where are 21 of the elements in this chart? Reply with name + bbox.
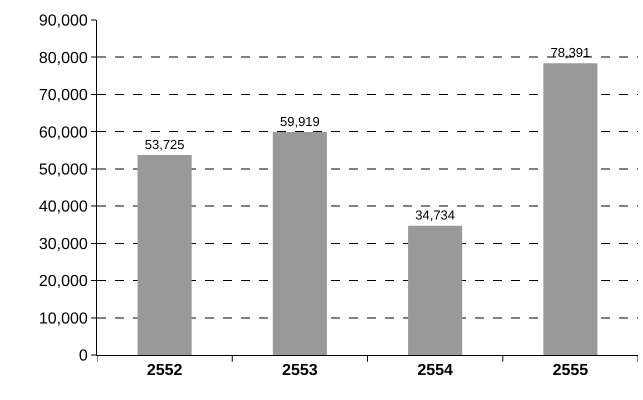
data-label: 53,725 bbox=[144, 137, 185, 152]
y-tick-label: 10,000 bbox=[38, 310, 88, 328]
y-tick-label: 0 bbox=[78, 348, 88, 365]
y-tick-label: 40,000 bbox=[38, 198, 88, 216]
bar bbox=[138, 155, 192, 355]
x-tick-label: 2552 bbox=[146, 362, 183, 380]
data-label: 34,734 bbox=[415, 208, 456, 223]
y-tick-label: 20,000 bbox=[38, 273, 88, 290]
y-tick-label: 60,000 bbox=[38, 124, 88, 142]
x-tick-label: 2555 bbox=[552, 362, 588, 380]
x-tick-label: 2554 bbox=[417, 362, 454, 380]
bar bbox=[408, 226, 462, 355]
y-tick-label: 70,000 bbox=[38, 87, 88, 104]
y-tick-label: 80,000 bbox=[38, 50, 88, 67]
y-tick-label: 90,000 bbox=[38, 12, 88, 30]
x-tick-label: 2553 bbox=[282, 362, 318, 380]
bar bbox=[543, 63, 598, 355]
bar bbox=[272, 132, 327, 355]
y-tick-label: 30,000 bbox=[38, 236, 88, 253]
y-tick-label: 50,000 bbox=[38, 161, 88, 178]
data-label: 59,919 bbox=[280, 114, 320, 129]
